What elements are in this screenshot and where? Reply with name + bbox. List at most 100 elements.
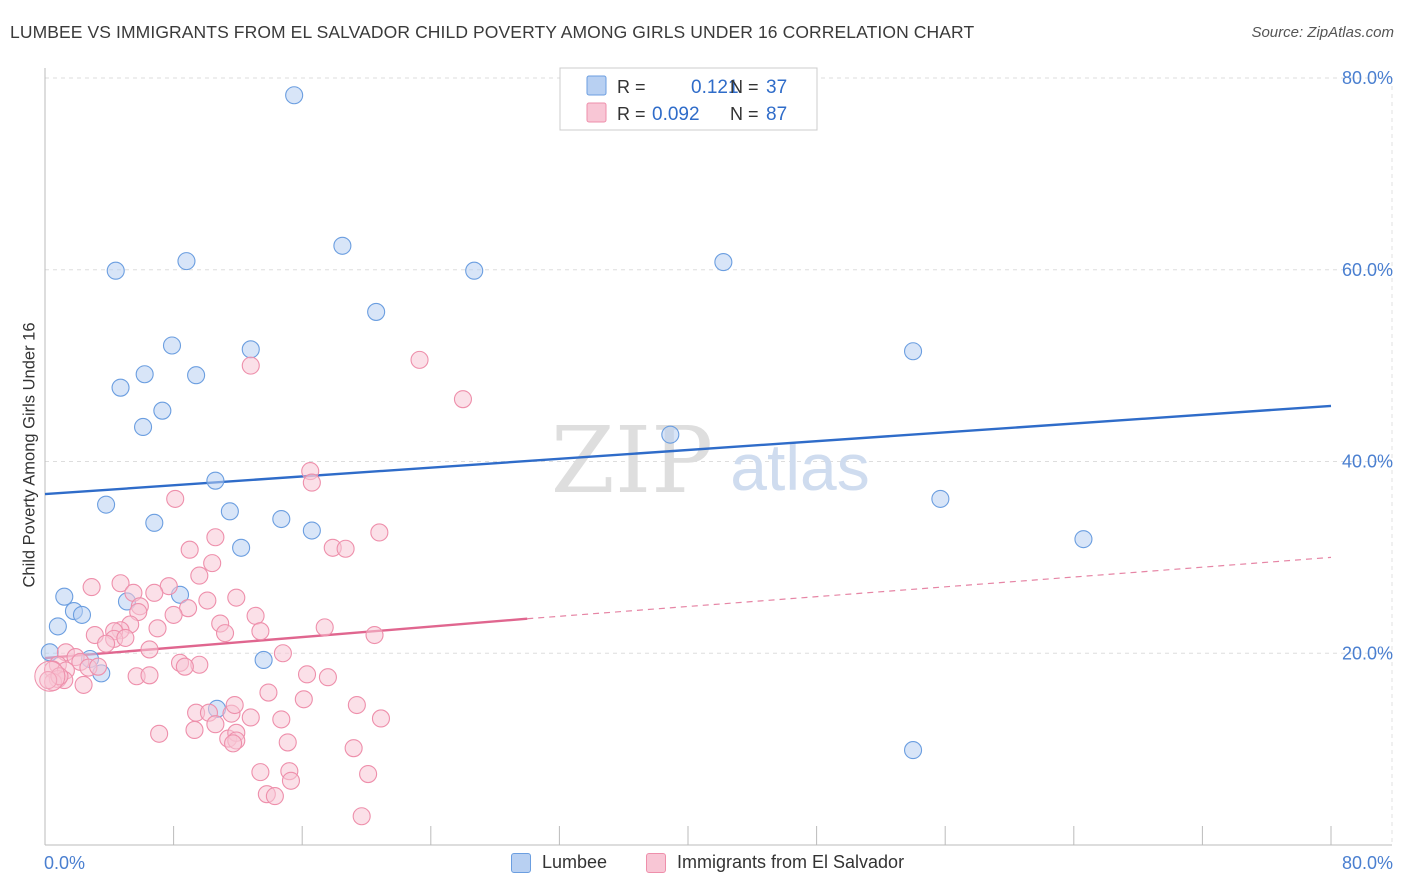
- data-point: [232, 538, 251, 557]
- data-point: [227, 588, 246, 607]
- data-point: [166, 489, 185, 508]
- data-point: [150, 724, 169, 743]
- data-point: [106, 261, 125, 280]
- data-point: [903, 741, 923, 760]
- data-point: [370, 523, 389, 542]
- data-point: [153, 401, 172, 420]
- data-point: [180, 540, 199, 559]
- data-point: [246, 606, 265, 625]
- series-legend: Lumbee Immigrants from El Salvador: [0, 852, 1406, 876]
- data-point: [48, 617, 67, 636]
- stats-legend: R = 0.121 N = 37 R = 0.092 N = 87: [559, 67, 818, 131]
- data-point: [352, 807, 371, 826]
- data-point: [273, 644, 292, 663]
- data-point: [254, 650, 273, 670]
- data-point: [203, 554, 222, 573]
- data-point: [145, 513, 164, 532]
- data-point: [302, 473, 321, 492]
- data-point: [318, 668, 337, 687]
- watermark: ZIP atlas: [551, 407, 870, 514]
- legend-label-el-salvador: Immigrants from El Salvador: [677, 852, 905, 872]
- trend-lines: [44, 404, 1332, 660]
- data-point: [111, 378, 130, 397]
- data-point: [88, 657, 108, 676]
- data-point: [241, 340, 260, 359]
- data-point: [336, 539, 355, 558]
- data-point: [190, 566, 209, 585]
- data-point: [140, 640, 159, 659]
- data-point: [294, 690, 313, 709]
- data-point: [134, 417, 153, 437]
- trend-line-lumbee: [44, 404, 1332, 496]
- tick-labels: 80.0% 60.0% 40.0% 20.0% 0.0% 80.0%: [44, 68, 1393, 873]
- data-point: [206, 528, 225, 547]
- trend-line-extension: [527, 556, 1332, 620]
- data-point: [116, 628, 135, 647]
- legend-item-lumbee: Lumbee: [511, 852, 607, 873]
- data-point: [251, 622, 270, 641]
- data-point: [74, 675, 93, 694]
- data-point: [661, 425, 680, 444]
- data-point: [347, 695, 366, 715]
- data-points: [34, 86, 1093, 826]
- data-point: [162, 336, 182, 355]
- y-tick-label: 40.0%: [1342, 452, 1393, 472]
- y-tick-label: 20.0%: [1342, 643, 1393, 663]
- gridlines: [45, 77, 1393, 845]
- el-salvador-r-label: R =: [617, 104, 646, 124]
- y-axis-label: Child Poverty Among Girls Under 16: [20, 322, 39, 588]
- data-point: [175, 657, 194, 676]
- data-point: [135, 365, 154, 384]
- data-point: [140, 666, 159, 685]
- data-point: [251, 763, 270, 782]
- watermark-zip: ZIP: [551, 407, 713, 514]
- data-point: [220, 502, 239, 521]
- data-point: [315, 618, 334, 637]
- data-point: [97, 495, 116, 514]
- trend-line-el-salvador: [44, 617, 528, 660]
- el-salvador-r-value: 0.092: [652, 104, 700, 125]
- data-point: [215, 624, 235, 643]
- lumbee-n-label: N =: [730, 77, 759, 97]
- axes: [44, 68, 1392, 846]
- data-point: [265, 787, 284, 806]
- el-salvador-n-label: N =: [730, 104, 759, 124]
- data-point: [198, 591, 217, 610]
- legend-item-el-salvador: Immigrants from El Salvador: [646, 852, 904, 873]
- data-point: [72, 605, 92, 624]
- legend-swatch-el-salvador: [586, 102, 607, 123]
- data-point: [224, 734, 243, 753]
- data-point: [185, 720, 204, 740]
- legend-swatch-el-salvador-bottom: [646, 852, 666, 873]
- data-point: [111, 574, 130, 593]
- data-point: [241, 708, 260, 727]
- data-point: [177, 252, 196, 271]
- data-point: [82, 578, 101, 597]
- data-point: [365, 625, 384, 645]
- lumbee-r-value: 0.121: [691, 77, 739, 98]
- lumbee-r-label: R =: [617, 77, 646, 97]
- data-point: [272, 710, 291, 729]
- x-tick-label: 80.0%: [1342, 853, 1393, 873]
- y-tick-label: 80.0%: [1342, 68, 1393, 88]
- data-point: [145, 583, 164, 602]
- data-point: [55, 587, 74, 606]
- data-point: [97, 634, 116, 653]
- lumbee-n-value: 37: [766, 77, 787, 98]
- data-point: [302, 521, 321, 540]
- series-el-salvador-points: [39, 350, 473, 826]
- data-point: [281, 771, 300, 790]
- data-point: [359, 765, 378, 784]
- legend-swatch-lumbee: [586, 75, 607, 96]
- data-point: [714, 253, 733, 272]
- y-tick-label: 60.0%: [1342, 260, 1393, 280]
- data-point: [39, 671, 58, 690]
- data-point: [187, 366, 206, 385]
- data-point: [931, 489, 950, 508]
- data-point: [453, 390, 473, 409]
- data-point: [259, 683, 278, 702]
- data-point: [278, 733, 297, 752]
- watermark-atlas: atlas: [730, 430, 869, 504]
- data-point: [285, 86, 304, 105]
- chart-title: LUMBEE VS IMMIGRANTS FROM EL SALVADOR CH…: [10, 22, 975, 42]
